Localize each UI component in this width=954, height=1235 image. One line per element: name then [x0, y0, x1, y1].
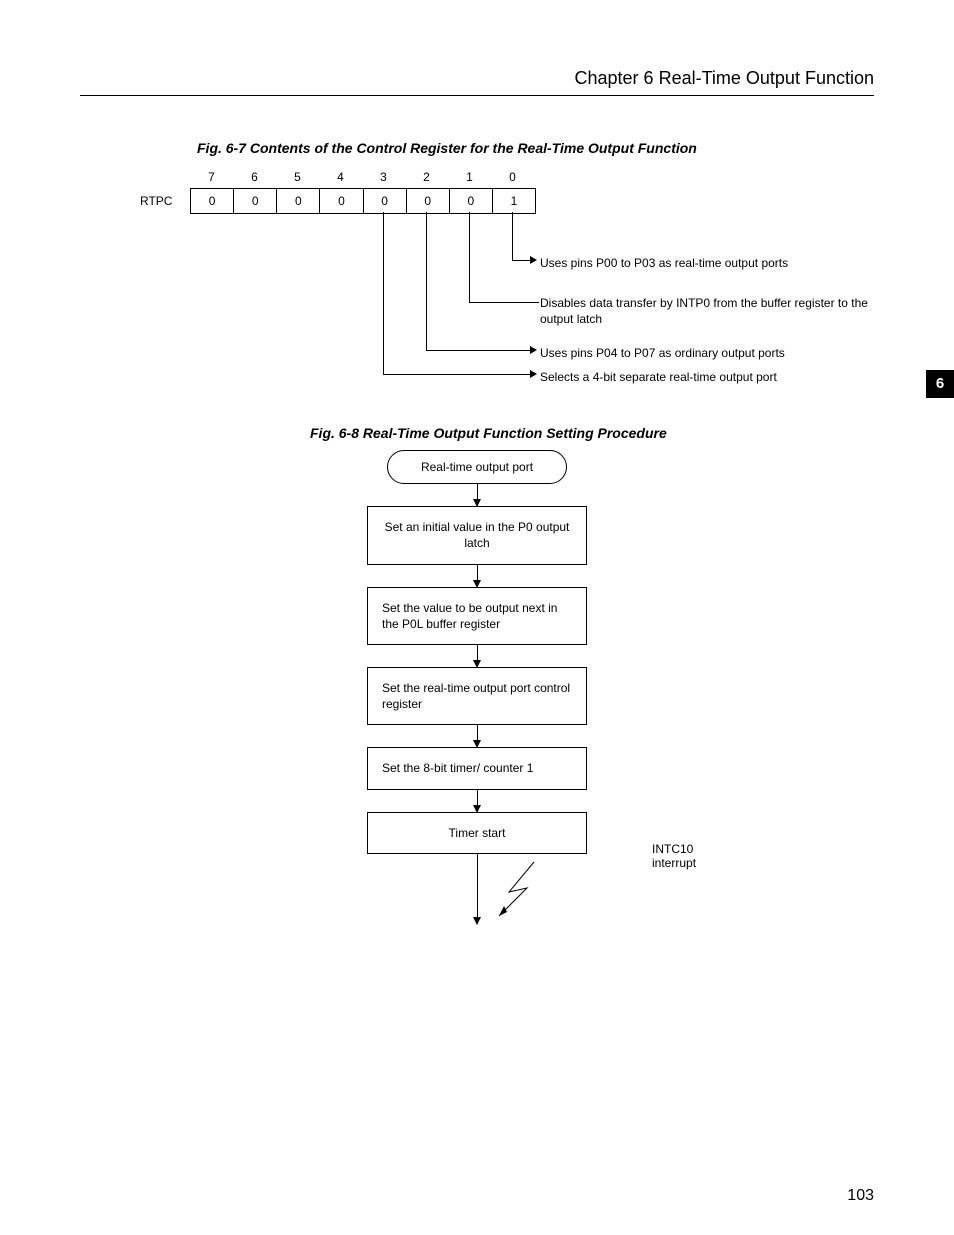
bit-cell: 0 — [450, 189, 493, 213]
register-name: RTPC — [140, 194, 172, 208]
flow-arrow — [477, 565, 478, 587]
bit-num: 2 — [405, 170, 448, 184]
flow-step: Set the 8-bit timer/ counter 1 — [367, 747, 587, 789]
chapter-header: Chapter 6 Real-Time Output Function — [575, 68, 874, 89]
fig-6-8-caption: Fig. 6-8 Real-Time Output Function Setti… — [310, 425, 667, 441]
bit-cell: 0 — [364, 189, 407, 213]
bit1-desc: Disables data transfer by INTP0 from the… — [540, 296, 880, 327]
bit3-desc: Selects a 4-bit separate real-time outpu… — [540, 370, 860, 386]
interrupt-label: INTC10 interrupt — [652, 842, 696, 870]
flow-step: Set the value to be output next in the P… — [367, 587, 587, 645]
fig-6-7-caption: Fig. 6-7 Contents of the Control Registe… — [197, 140, 697, 156]
flow-arrow — [477, 645, 478, 667]
bit-num: 0 — [491, 170, 534, 184]
bit-number-row: 7 6 5 4 3 2 1 0 — [190, 170, 534, 184]
bit-num: 1 — [448, 170, 491, 184]
bit-num: 3 — [362, 170, 405, 184]
bit-num: 6 — [233, 170, 276, 184]
bit0-desc: Uses pins P00 to P03 as real-time output… — [540, 256, 860, 272]
chapter-side-tab: 6 — [926, 370, 954, 398]
flow-arrow — [477, 854, 478, 924]
flow-step: Set the real-time output port control re… — [367, 667, 587, 725]
bit-cell: 0 — [277, 189, 320, 213]
page-number: 103 — [847, 1187, 874, 1205]
fig-6-8: Real-time output port Set an initial val… — [80, 450, 874, 924]
header-rule — [80, 95, 874, 96]
flow-arrow — [477, 725, 478, 747]
bit-cell: 0 — [234, 189, 277, 213]
bit-cell: 0 — [320, 189, 363, 213]
interrupt-arrow-icon — [479, 854, 559, 924]
flow-arrow — [477, 484, 478, 506]
register-row: 0 0 0 0 0 0 0 1 — [190, 188, 536, 214]
bit-num: 7 — [190, 170, 233, 184]
bit-num: 4 — [319, 170, 362, 184]
bit-cell: 0 — [191, 189, 234, 213]
bit-num: 5 — [276, 170, 319, 184]
bit-cell: 1 — [493, 189, 535, 213]
bit2-desc: Uses pins P04 to P07 as ordinary output … — [540, 346, 860, 362]
flow-step: Timer start — [367, 812, 587, 854]
bit-cell: 0 — [407, 189, 450, 213]
flow-step: Set an initial value in the P0 output la… — [367, 506, 587, 564]
fig-6-7: 7 6 5 4 3 2 1 0 RTPC 0 0 0 0 0 0 0 1 Use… — [140, 170, 880, 400]
flow-start: Real-time output port — [387, 450, 567, 484]
flow-arrow — [477, 790, 478, 812]
